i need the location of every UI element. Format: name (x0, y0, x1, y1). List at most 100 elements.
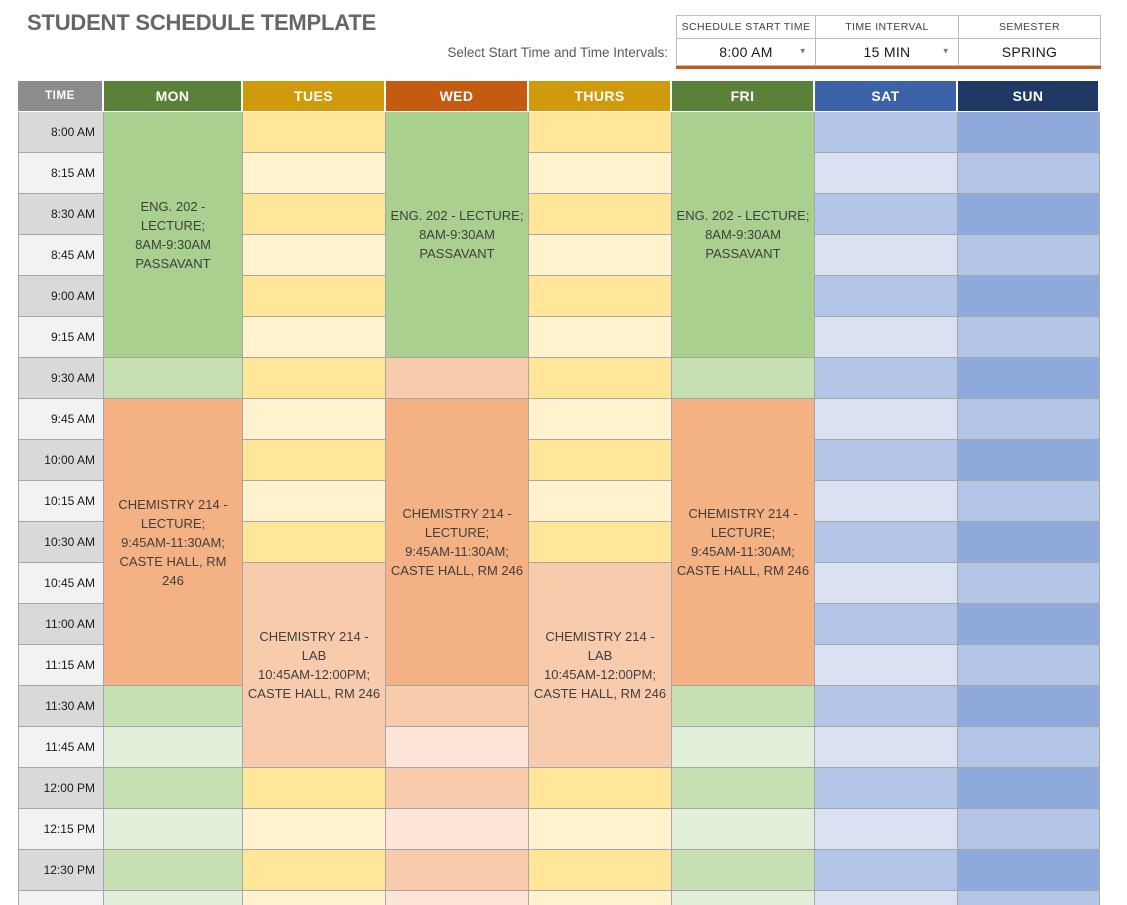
schedule-cell[interactable] (815, 399, 958, 440)
schedule-cell[interactable] (386, 686, 529, 727)
schedule-cell[interactable] (243, 153, 386, 194)
time-cell[interactable]: 10:30 AM (18, 522, 104, 563)
time-cell[interactable] (18, 891, 104, 905)
schedule-cell[interactable] (529, 768, 672, 809)
schedule-cell[interactable] (529, 112, 672, 153)
schedule-cell[interactable] (958, 768, 1100, 809)
schedule-cell[interactable] (672, 768, 815, 809)
schedule-cell[interactable] (243, 276, 386, 317)
schedule-cell[interactable] (958, 194, 1100, 235)
schedule-cell[interactable] (243, 809, 386, 850)
schedule-cell[interactable] (243, 850, 386, 891)
day-header-sun[interactable]: SUN (958, 81, 1100, 112)
schedule-cell[interactable] (958, 276, 1100, 317)
dropdown-arrow-icon[interactable]: ▼ (941, 46, 950, 56)
schedule-start-time-select[interactable]: 8:00 AM ▼ (677, 39, 815, 65)
schedule-cell[interactable] (243, 481, 386, 522)
schedule-cell[interactable] (815, 276, 958, 317)
schedule-cell[interactable] (958, 317, 1100, 358)
day-header-sat[interactable]: SAT (815, 81, 958, 112)
schedule-cell[interactable] (815, 358, 958, 399)
schedule-cell[interactable] (243, 440, 386, 481)
schedule-cell[interactable] (243, 235, 386, 276)
schedule-cell[interactable] (958, 727, 1100, 768)
schedule-cell[interactable] (815, 112, 958, 153)
schedule-cell[interactable] (815, 686, 958, 727)
event-chem-214-lecture[interactable]: CHEMISTRY 214 - LECTURE; 9:45AM-11:30AM;… (386, 399, 529, 686)
schedule-cell[interactable] (386, 358, 529, 399)
schedule-cell[interactable] (815, 522, 958, 563)
day-header-tues[interactable]: TUES (243, 81, 386, 112)
schedule-cell[interactable] (529, 809, 672, 850)
dropdown-arrow-icon[interactable]: ▼ (798, 46, 807, 56)
schedule-cell[interactable] (529, 235, 672, 276)
event-eng-202-lecture[interactable]: ENG. 202 - LECTURE; 8AM-9:30AM PASSAVANT (672, 112, 815, 358)
time-interval-select[interactable]: 15 MIN ▼ (816, 39, 958, 65)
schedule-cell[interactable] (672, 358, 815, 399)
schedule-cell[interactable] (672, 809, 815, 850)
event-chem-214-lab[interactable]: CHEMISTRY 214 - LAB 10:45AM-12:00PM; CAS… (243, 563, 386, 768)
day-header-wed[interactable]: WED (386, 81, 529, 112)
time-cell[interactable]: 10:45 AM (18, 563, 104, 604)
schedule-cell[interactable] (529, 850, 672, 891)
schedule-cell[interactable] (104, 850, 243, 891)
schedule-cell[interactable] (815, 194, 958, 235)
schedule-cell[interactable] (958, 809, 1100, 850)
schedule-cell[interactable] (958, 686, 1100, 727)
schedule-cell[interactable] (958, 850, 1100, 891)
schedule-cell[interactable] (815, 850, 958, 891)
schedule-cell[interactable] (815, 481, 958, 522)
schedule-cell[interactable] (104, 686, 243, 727)
schedule-cell[interactable] (815, 563, 958, 604)
day-header-fri[interactable]: FRI (672, 81, 815, 112)
schedule-cell[interactable] (529, 481, 672, 522)
schedule-cell[interactable] (243, 891, 386, 905)
time-cell[interactable]: 10:00 AM (18, 440, 104, 481)
schedule-cell[interactable] (815, 440, 958, 481)
schedule-cell[interactable] (958, 604, 1100, 645)
time-cell[interactable]: 11:45 AM (18, 727, 104, 768)
schedule-cell[interactable] (815, 235, 958, 276)
time-cell[interactable]: 11:00 AM (18, 604, 104, 645)
schedule-cell[interactable] (672, 891, 815, 905)
schedule-cell[interactable] (243, 317, 386, 358)
schedule-cell[interactable] (529, 440, 672, 481)
time-cell[interactable]: 11:15 AM (18, 645, 104, 686)
time-cell[interactable]: 12:00 PM (18, 768, 104, 809)
schedule-cell[interactable] (815, 317, 958, 358)
schedule-cell[interactable] (243, 194, 386, 235)
schedule-cell[interactable] (672, 686, 815, 727)
schedule-cell[interactable] (958, 645, 1100, 686)
schedule-cell[interactable] (815, 809, 958, 850)
event-chem-214-lab[interactable]: CHEMISTRY 214 - LAB 10:45AM-12:00PM; CAS… (529, 563, 672, 768)
schedule-cell[interactable] (958, 112, 1100, 153)
schedule-cell[interactable] (386, 768, 529, 809)
schedule-cell[interactable] (529, 399, 672, 440)
schedule-cell[interactable] (529, 194, 672, 235)
schedule-cell[interactable] (958, 358, 1100, 399)
schedule-cell[interactable] (815, 727, 958, 768)
schedule-cell[interactable] (529, 317, 672, 358)
time-cell[interactable]: 11:30 AM (18, 686, 104, 727)
time-cell[interactable]: 9:30 AM (18, 358, 104, 399)
time-column-header[interactable]: TIME (18, 81, 104, 112)
schedule-cell[interactable] (958, 481, 1100, 522)
time-cell[interactable]: 8:30 AM (18, 194, 104, 235)
day-header-mon[interactable]: MON (104, 81, 243, 112)
schedule-cell[interactable] (104, 891, 243, 905)
schedule-cell[interactable] (529, 891, 672, 905)
schedule-cell[interactable] (243, 358, 386, 399)
schedule-cell[interactable] (958, 153, 1100, 194)
event-chem-214-lecture[interactable]: CHEMISTRY 214 - LECTURE; 9:45AM-11:30AM;… (672, 399, 815, 686)
schedule-cell[interactable] (958, 235, 1100, 276)
day-header-thurs[interactable]: THURS (529, 81, 672, 112)
time-cell[interactable]: 9:45 AM (18, 399, 104, 440)
schedule-cell[interactable] (243, 768, 386, 809)
semester-cell[interactable]: SPRING (959, 39, 1100, 65)
schedule-cell[interactable] (529, 153, 672, 194)
schedule-cell[interactable] (958, 440, 1100, 481)
schedule-cell[interactable] (815, 645, 958, 686)
time-cell[interactable]: 8:00 AM (18, 112, 104, 153)
time-cell[interactable]: 12:15 PM (18, 809, 104, 850)
schedule-cell[interactable] (529, 358, 672, 399)
